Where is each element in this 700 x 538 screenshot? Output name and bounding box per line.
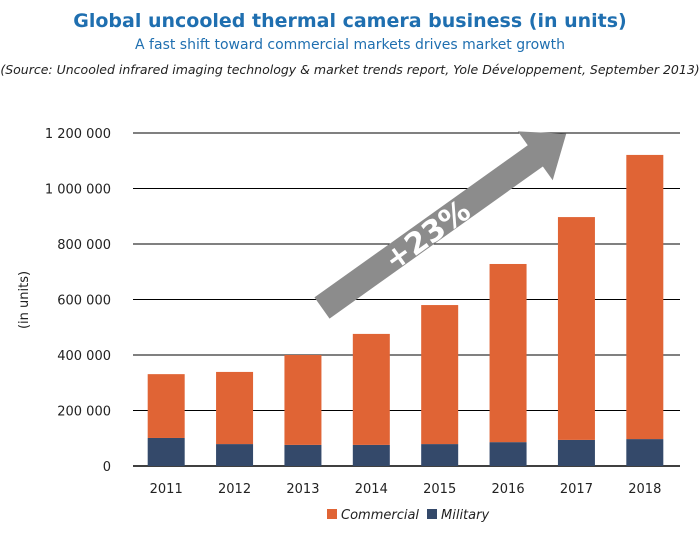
y-tick-label: 400 000	[57, 349, 111, 364]
bar-military-2012	[216, 444, 254, 466]
chart-subtitle: A fast shift toward commercial markets d…	[135, 37, 565, 53]
legend-label-commercial: Commercial	[341, 508, 419, 523]
bar-commercial-2012	[216, 371, 254, 445]
x-tick-label: 2015	[423, 482, 456, 497]
y-tick-label: 800 000	[57, 238, 111, 253]
bar-commercial-2011	[147, 374, 185, 438]
bar-commercial-2016	[489, 263, 527, 443]
y-tick-label: 1 000 000	[45, 183, 111, 198]
chart-source: (Source: Uncooled infrared imaging techn…	[0, 62, 700, 77]
bar-military-2011	[147, 437, 185, 466]
x-tick-label: 2013	[286, 482, 319, 497]
legend-label-military: Military	[441, 508, 489, 523]
x-tick-label: 2018	[628, 482, 661, 497]
bar-military-2018	[626, 439, 664, 466]
x-tick-label: 2014	[355, 482, 388, 497]
x-tick-label: 2012	[218, 482, 251, 497]
bar-military-2013	[284, 444, 322, 466]
bar-military-2014	[352, 444, 390, 466]
x-tick-label: 2016	[492, 482, 525, 497]
x-tick-label: 2017	[560, 482, 593, 497]
y-tick-label: 200 000	[57, 405, 111, 420]
legend-swatch-military	[427, 509, 437, 519]
bar-commercial-2014	[352, 333, 390, 445]
arrow-shape	[314, 131, 567, 319]
bar-military-2017	[557, 439, 595, 466]
bar-commercial-2015	[421, 305, 459, 445]
legend-swatch-commercial	[327, 509, 337, 519]
bar-military-2016	[489, 442, 527, 466]
bar-commercial-2018	[626, 154, 664, 440]
y-tick-label: 1 200 000	[45, 127, 111, 142]
growth-arrow: +23%	[314, 131, 567, 319]
annotation-label: +23%	[378, 193, 477, 278]
y-axis-label: (in units)	[17, 271, 32, 329]
chart-title: Global uncooled thermal camera business …	[73, 10, 627, 32]
bar-commercial-2017	[557, 217, 595, 440]
x-tick-label: 2011	[150, 482, 183, 497]
bar-military-2015	[421, 444, 459, 466]
y-tick-label: 0	[103, 460, 111, 475]
y-tick-label: 600 000	[57, 294, 111, 309]
bar-commercial-2013	[284, 355, 322, 445]
